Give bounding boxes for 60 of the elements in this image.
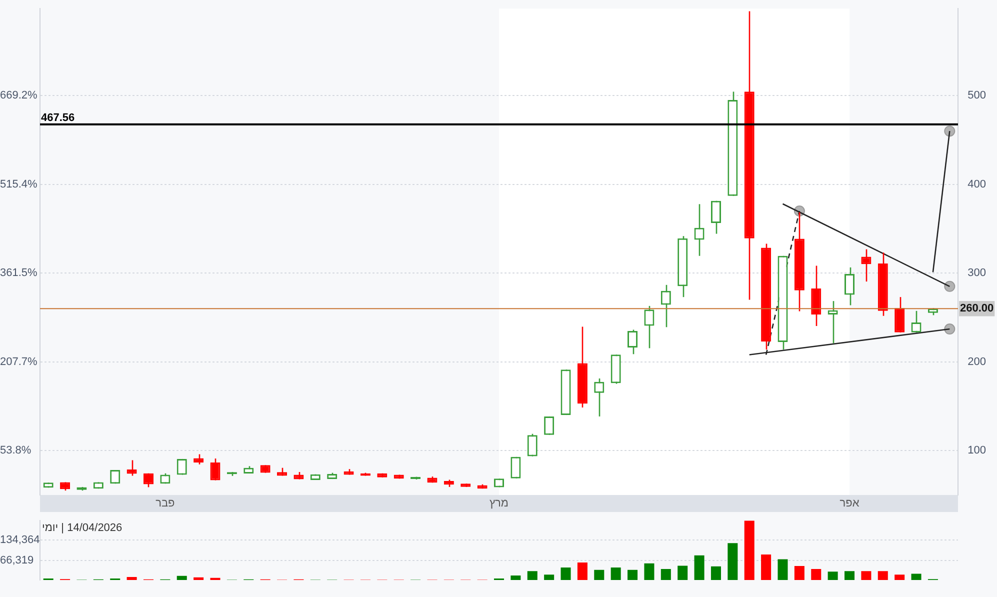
bar — [176, 576, 187, 580]
candlestick — [861, 248, 872, 282]
bar — [828, 572, 838, 580]
bar — [911, 574, 922, 580]
bar — [811, 569, 822, 580]
bar — [660, 569, 671, 580]
y2-tick-label: 500 — [968, 90, 986, 102]
bar — [894, 574, 905, 580]
candlestick — [527, 433, 538, 457]
bar — [861, 571, 872, 580]
x-tick-label: מרץ — [490, 498, 508, 510]
y2-tick-label: 100 — [968, 444, 986, 457]
bar — [644, 563, 654, 580]
bar — [678, 566, 688, 580]
candlestick — [811, 265, 822, 327]
bar — [544, 574, 554, 580]
bar — [710, 566, 721, 580]
bar — [594, 570, 604, 580]
bar — [744, 520, 754, 580]
bar — [728, 543, 738, 580]
candlestick — [210, 458, 220, 481]
point — [944, 126, 956, 137]
y2-tick-label: 300 — [968, 267, 986, 280]
bar — [527, 571, 538, 580]
y2-tick-label: 200 — [968, 356, 986, 368]
candlestick — [894, 296, 905, 334]
point — [944, 324, 956, 335]
bar — [610, 568, 621, 580]
bar — [778, 559, 788, 580]
bar — [794, 566, 804, 580]
candlestick — [710, 200, 721, 234]
y-tick-label: 207.7% — [0, 356, 38, 368]
bar — [577, 562, 588, 580]
bar — [126, 577, 137, 580]
candlestick — [911, 310, 922, 334]
bar — [628, 570, 638, 580]
bar — [878, 571, 888, 580]
bar — [560, 568, 571, 580]
candlestick — [126, 460, 137, 476]
chart-title: 14/04/2026 | יומי — [42, 522, 122, 534]
y-tick-label: 515.4% — [0, 178, 38, 190]
x-tick-label: פבר — [156, 498, 176, 510]
y-tick-label: 669.2% — [0, 90, 38, 102]
candlestick — [694, 203, 704, 257]
y-tick-label: 361.5% — [0, 267, 38, 280]
candlestick — [828, 300, 838, 344]
y-tick-label: 134,364 — [0, 534, 40, 546]
bar — [761, 554, 772, 580]
x-tick-label: אפר — [840, 498, 860, 510]
y-tick-label: 66,319 — [0, 554, 34, 566]
bar — [844, 571, 855, 580]
bar — [194, 577, 204, 580]
candlestick — [594, 378, 604, 418]
y-tick-label: 53.8% — [0, 444, 32, 457]
y2-tick-label: 260.00 — [960, 302, 994, 315]
y2-tick-label: 400 — [968, 178, 986, 190]
ref-line-label: 467.56 — [41, 112, 75, 124]
bar — [694, 555, 704, 580]
point — [944, 280, 956, 292]
bar — [510, 576, 521, 580]
